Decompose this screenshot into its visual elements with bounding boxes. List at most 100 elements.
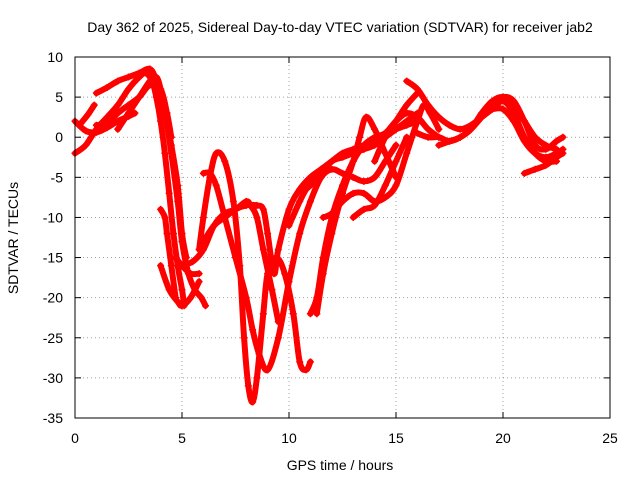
data-point bbox=[281, 270, 289, 278]
data-point bbox=[520, 137, 528, 145]
data-point bbox=[161, 149, 169, 157]
data-point bbox=[92, 121, 100, 129]
data-point bbox=[232, 254, 239, 262]
series-track-w bbox=[488, 105, 567, 161]
data-point bbox=[92, 128, 100, 136]
y-axis-ticks: 10 5 0 -5 -10 -15 -20 -25 -30 -35 bbox=[43, 49, 610, 426]
data-point bbox=[360, 141, 368, 149]
data-point bbox=[531, 149, 539, 157]
data-point bbox=[229, 197, 237, 205]
data-point bbox=[413, 117, 421, 125]
data-point bbox=[339, 189, 346, 197]
data-point bbox=[206, 169, 214, 177]
data-point bbox=[328, 165, 336, 173]
series-track-r bbox=[349, 133, 411, 221]
x-axis-label: GPS time / hours bbox=[287, 457, 394, 473]
data-point bbox=[456, 125, 464, 133]
data-point bbox=[152, 73, 160, 81]
data-point bbox=[212, 181, 220, 189]
data-point bbox=[542, 161, 550, 169]
data-point bbox=[195, 270, 203, 278]
data-point bbox=[349, 189, 357, 197]
x-tick-label: 0 bbox=[71, 430, 79, 446]
series-track-s bbox=[371, 89, 421, 165]
data-point bbox=[356, 133, 364, 141]
data-point bbox=[174, 181, 182, 189]
data-series-layer bbox=[71, 65, 567, 406]
series-track-v bbox=[435, 93, 567, 153]
data-point bbox=[167, 262, 175, 270]
data-point bbox=[371, 125, 379, 133]
data-point bbox=[392, 141, 400, 149]
data-point bbox=[467, 125, 475, 133]
data-point bbox=[499, 93, 507, 101]
data-point bbox=[157, 85, 165, 93]
data-point bbox=[446, 137, 453, 145]
x-tick-label: 15 bbox=[388, 430, 404, 446]
data-point bbox=[195, 278, 203, 286]
data-point bbox=[157, 262, 165, 270]
data-point bbox=[157, 205, 165, 213]
data-point bbox=[360, 177, 368, 185]
y-tick-label: -30 bbox=[43, 370, 63, 386]
data-point bbox=[456, 133, 464, 141]
data-point bbox=[270, 270, 278, 278]
data-point bbox=[84, 111, 92, 119]
data-point bbox=[403, 133, 411, 141]
data-point bbox=[510, 97, 518, 105]
data-point bbox=[403, 77, 411, 85]
data-point bbox=[339, 153, 346, 161]
data-point bbox=[264, 366, 272, 374]
data-point bbox=[178, 262, 186, 270]
series-line bbox=[313, 114, 399, 317]
data-point bbox=[253, 213, 261, 221]
data-point bbox=[178, 229, 186, 237]
data-point bbox=[381, 149, 389, 157]
data-point bbox=[161, 109, 169, 117]
x-tick-label: 10 bbox=[281, 430, 297, 446]
data-point bbox=[296, 185, 304, 193]
data-point bbox=[306, 173, 314, 181]
data-point bbox=[172, 294, 180, 302]
data-point bbox=[255, 350, 263, 358]
data-point bbox=[392, 181, 400, 189]
data-point bbox=[232, 205, 239, 213]
data-point bbox=[424, 125, 432, 133]
data-point bbox=[125, 109, 132, 117]
data-point bbox=[274, 334, 282, 342]
y-tick-label: 10 bbox=[47, 49, 63, 65]
data-point bbox=[306, 310, 314, 318]
data-point bbox=[371, 201, 379, 209]
data-point bbox=[531, 141, 539, 149]
data-point bbox=[319, 213, 327, 221]
data-point bbox=[182, 254, 190, 262]
data-point bbox=[302, 185, 310, 193]
data-point bbox=[259, 205, 267, 213]
data-point bbox=[264, 229, 272, 237]
data-point bbox=[285, 221, 293, 229]
data-point bbox=[242, 201, 250, 209]
data-point bbox=[253, 201, 261, 209]
data-point bbox=[520, 169, 528, 177]
data-point bbox=[542, 145, 550, 153]
data-point bbox=[199, 213, 207, 221]
data-point bbox=[413, 129, 421, 137]
data-point bbox=[178, 302, 186, 310]
data-point bbox=[306, 197, 314, 205]
data-point bbox=[178, 286, 186, 294]
data-point bbox=[306, 181, 314, 189]
data-point bbox=[268, 286, 276, 294]
data-point bbox=[542, 153, 550, 161]
data-point bbox=[212, 149, 220, 157]
series-track-q bbox=[319, 101, 443, 221]
data-point bbox=[167, 141, 175, 149]
x-tick-label: 20 bbox=[495, 430, 511, 446]
data-point bbox=[90, 101, 98, 109]
data-point bbox=[199, 238, 207, 246]
data-point bbox=[161, 213, 169, 221]
data-point bbox=[253, 374, 261, 382]
data-point bbox=[296, 197, 304, 205]
data-point bbox=[274, 246, 282, 254]
data-point bbox=[125, 85, 132, 93]
data-point bbox=[114, 77, 122, 85]
